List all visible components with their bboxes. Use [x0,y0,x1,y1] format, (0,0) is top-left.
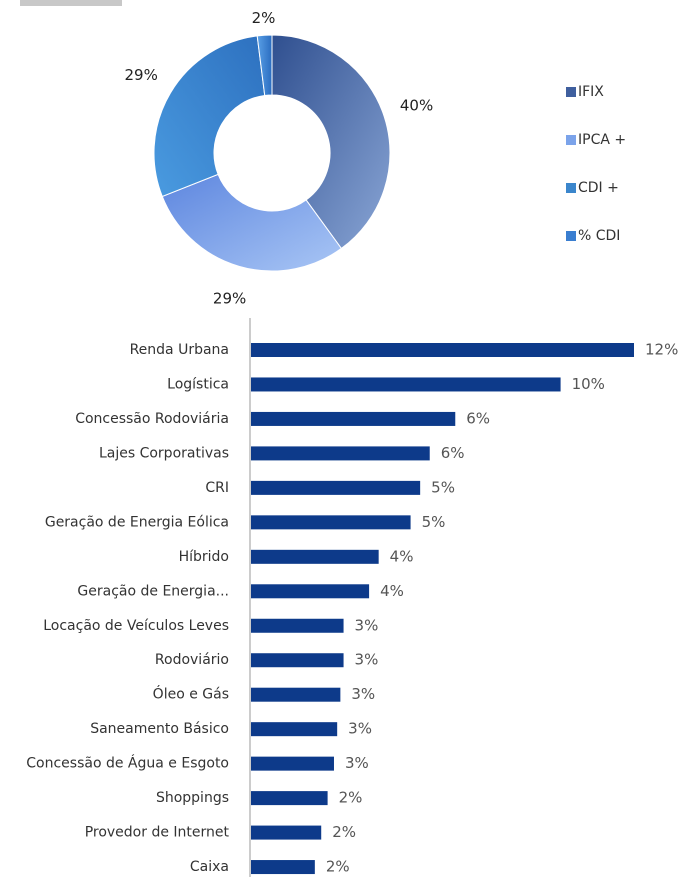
bar [251,791,328,806]
category-label: CRI [205,480,229,496]
category-label: Geração de Energia Eólica [45,514,229,530]
bar [251,756,334,771]
bar [251,446,430,461]
bar [251,618,344,633]
category-label: Concessão de Água e Esgoto [26,755,229,772]
bar [251,860,315,875]
legend-swatch [566,231,576,241]
category-label: Lajes Corporativas [99,445,229,461]
data-label: 6% [466,409,490,427]
data-label: 2% [332,823,356,841]
data-label: 3% [351,685,375,703]
donut-slice [256,34,273,97]
data-label: 12% [645,341,678,359]
donut-slice [271,34,391,250]
bar [251,377,561,392]
category-label: Shoppings [156,790,229,806]
legend-label: IFIX [578,84,604,100]
data-label: 3% [345,754,369,772]
donut-slice [153,35,266,198]
data-label: 4% [390,547,414,565]
data-label: 5% [422,513,446,531]
bar [251,343,634,357]
category-label: Rodoviário [155,652,229,668]
data-label: 3% [348,720,372,738]
bar [251,411,456,426]
legend-swatch [566,87,576,97]
category-label: Geração de Energia... [77,583,229,599]
data-label: 29% [213,289,246,307]
data-label: 2% [326,858,350,876]
bar [251,584,370,599]
bar [251,722,338,737]
bar [251,515,411,530]
bar [251,549,379,564]
data-label: 2% [252,9,276,27]
category-label: Híbrido [179,549,229,565]
bar [251,653,344,668]
data-label: 3% [355,651,379,669]
category-label: Provedor de Internet [85,825,230,841]
legend-swatch [566,183,576,193]
decor-bar [20,0,122,6]
category-label: Concessão Rodoviária [75,411,229,427]
bar [251,480,421,495]
category-label: Saneamento Básico [90,721,229,737]
legend-label: IPCA + [578,132,626,148]
data-label: 4% [380,582,404,600]
data-label: 10% [572,375,605,393]
legend-label: CDI + [578,180,619,196]
data-label: 40% [400,97,433,115]
legend-swatch [566,135,576,145]
category-label: Óleo e Gás [153,685,229,703]
category-label: Logística [167,376,229,392]
data-label: 5% [431,478,455,496]
data-label: 2% [339,789,363,807]
bar [251,687,341,702]
bar [251,825,322,840]
data-label: 29% [124,66,157,84]
data-label: 6% [441,444,465,462]
category-label: Locação de Veículos Leves [43,618,229,634]
legend-label: % CDI [578,228,620,244]
data-label: 3% [355,616,379,634]
donut-slice [161,173,343,272]
category-label: Renda Urbana [130,342,229,358]
category-label: Caixa [190,859,229,875]
